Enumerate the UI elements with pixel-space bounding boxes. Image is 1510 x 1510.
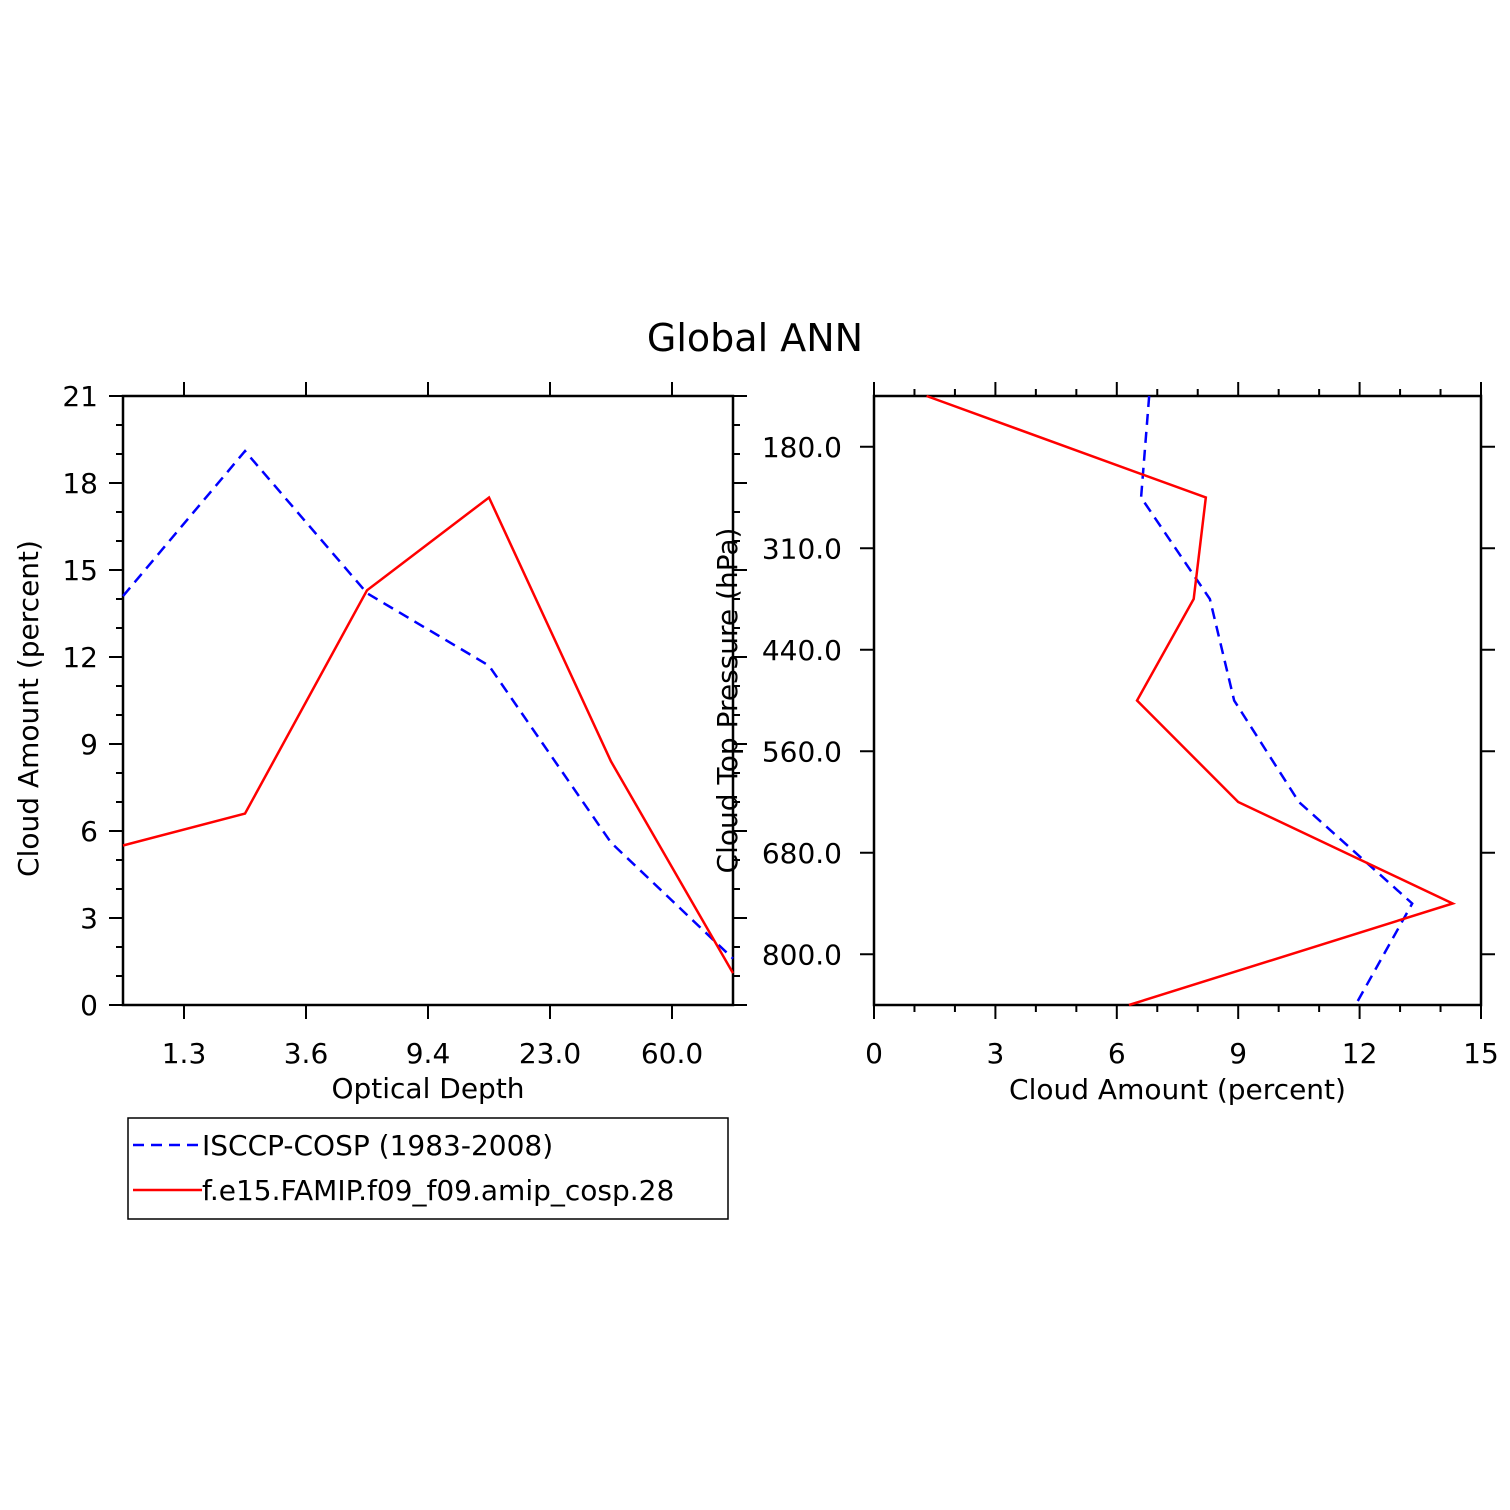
- x-tick-label: 3.6: [284, 1037, 329, 1070]
- legend-label-obs: ISCCP-COSP (1983-2008): [202, 1129, 553, 1162]
- y-axis-label: Cloud Top Pressure (hPa): [711, 528, 744, 874]
- legend-label-model: f.e15.FAMIP.f09_f09.amip_cosp.28: [202, 1174, 674, 1207]
- y-tick-label: 180.0: [762, 431, 842, 464]
- x-tick-label: 12: [1342, 1037, 1378, 1070]
- panel-optical-depth: 0 3 6 9 12 15 18 21 1.3 3.6 9.4 23.0 60.0 Optical Dep…: [12, 380, 747, 1105]
- series-line-obs: [1139, 395, 1414, 1006]
- plot-frame-right: [872, 394, 1483, 1007]
- chart-title: Global ANN: [647, 316, 863, 360]
- series-line-model: [926, 394, 1457, 1007]
- y-tick-label: 440.0: [762, 634, 842, 667]
- x-tick-label: 3: [986, 1037, 1004, 1070]
- y-tick-label: 3: [80, 902, 98, 935]
- y-tick-label: 15: [62, 554, 98, 587]
- x-tick-label: 9: [1229, 1037, 1247, 1070]
- x-axis-label: Optical Depth: [331, 1072, 524, 1105]
- x-tick-label: 9.4: [406, 1037, 451, 1070]
- x-tick-label: 6: [1108, 1037, 1126, 1070]
- y-tick-label: 18: [62, 467, 98, 500]
- panel-cloud-top-pressure: 0 3 6 9 12 15 180.0 310.0 440.0 560.0 680.0 800.0 Cl…: [711, 382, 1499, 1106]
- x-axis-label: Cloud Amount (percent): [1009, 1073, 1346, 1106]
- x-tick-label: 60.0: [641, 1037, 703, 1070]
- y-tick-label: 310.0: [762, 532, 842, 565]
- x-tick-label: 0: [865, 1037, 883, 1070]
- y-tick-label: 0: [80, 989, 98, 1022]
- series-line-obs: [122, 449, 734, 960]
- y-tick-label: 560.0: [762, 735, 842, 768]
- x-tick-label: 15: [1463, 1037, 1499, 1070]
- y-tick-label: 800.0: [762, 938, 842, 971]
- y-tick-label: 9: [80, 728, 98, 761]
- y-tick-label: 12: [62, 641, 98, 674]
- y-tick-label: 6: [80, 815, 98, 848]
- legend-box: [127, 1117, 729, 1220]
- x-tick-label: 1.3: [162, 1037, 207, 1070]
- plot-frame-left: [121, 394, 735, 1007]
- series-line-model: [122, 495, 735, 974]
- x-tick-label: 23.0: [519, 1037, 581, 1070]
- y-tick-label: 21: [62, 380, 98, 413]
- y-axis-label: Cloud Amount (percent): [12, 540, 45, 877]
- y-tick-label: 680.0: [762, 837, 842, 870]
- legend: ISCCP-COSP (1983-2008) f.e15.FAMIP.f09_f…: [127, 1117, 729, 1220]
